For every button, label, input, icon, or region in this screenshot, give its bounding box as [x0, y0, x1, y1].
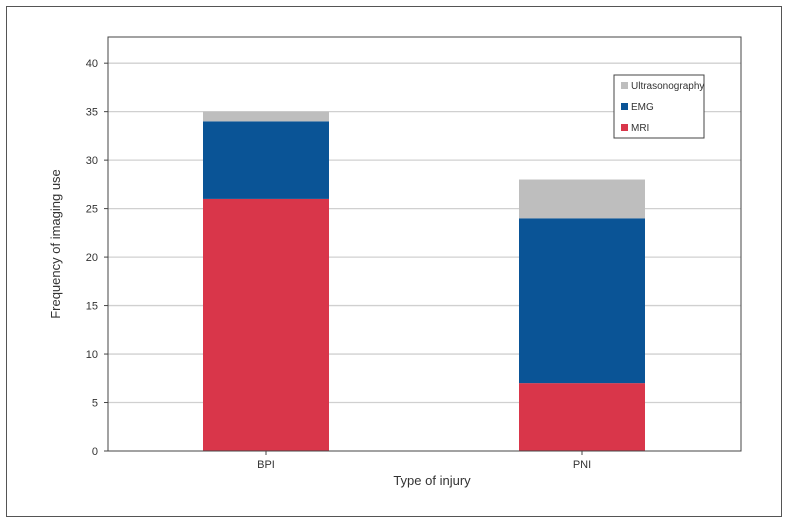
- legend-label-mri: MRI: [631, 123, 649, 134]
- y-tick-label: 15: [86, 301, 98, 313]
- y-tick-label: 35: [86, 107, 98, 119]
- legend-label-emg: EMG: [631, 102, 654, 113]
- bar-emg-pni: [519, 218, 645, 384]
- y-tick-label: 0: [92, 446, 98, 458]
- figure-frame: [6, 6, 782, 517]
- legend: Ultrasonography EMG MRI: [613, 74, 705, 139]
- legend-swatch-ultrasonography: [621, 82, 628, 89]
- x-tick-label: PNI: [573, 459, 591, 471]
- y-axis-ticks: 0 5 10 15 20 25 30 35 40: [86, 58, 108, 458]
- bar-ultrasonography-pni: [519, 179, 645, 219]
- y-tick-label: 20: [86, 252, 98, 264]
- legend-box: [613, 74, 705, 139]
- y-tick-label: 30: [86, 155, 98, 167]
- bar-ultrasonography-bpi: [203, 111, 329, 122]
- bar-emg-bpi: [203, 121, 329, 199]
- bars: [203, 111, 645, 451]
- legend-swatch-emg: [621, 103, 628, 110]
- x-axis-label: Type of injury: [393, 473, 471, 488]
- legend-swatch-mri: [621, 124, 628, 131]
- y-tick-label: 10: [86, 349, 98, 361]
- x-tick-label: BPI: [257, 459, 275, 471]
- y-tick-label: 5: [92, 398, 98, 410]
- y-tick-label: 40: [86, 58, 98, 70]
- y-axis-label: Frequency of imaging use: [48, 169, 63, 319]
- plot-area-border: [107, 36, 742, 452]
- y-tick-label: 25: [86, 204, 98, 216]
- bar-mri-bpi: [203, 198, 329, 451]
- bar-mri-pni: [519, 383, 645, 451]
- x-axis-ticks: BPI PNI: [257, 451, 591, 471]
- legend-label-ultrasonography: Ultrasonography: [631, 81, 704, 92]
